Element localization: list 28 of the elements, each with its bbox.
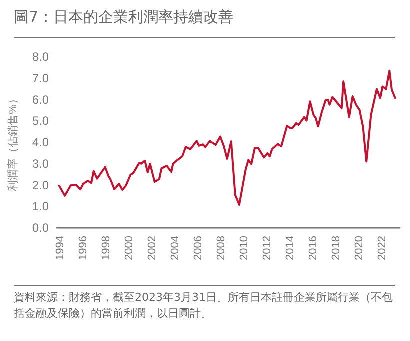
x-tick-label: 2000 bbox=[124, 236, 136, 260]
y-tick-label: 6.0 bbox=[32, 92, 50, 107]
x-tick-label: 2016 bbox=[308, 236, 320, 260]
y-tick-label: 0.0 bbox=[32, 221, 50, 235]
x-tick-label: 2010 bbox=[238, 236, 251, 260]
y-tick-label: 4.0 bbox=[32, 136, 50, 150]
x-tick-label: 1998 bbox=[100, 236, 112, 260]
y-tick-label: 3.0 bbox=[32, 156, 50, 171]
y-tick-label: 2.0 bbox=[32, 178, 50, 192]
x-tick-label: 2012 bbox=[262, 236, 274, 260]
x-tick-label: 2022 bbox=[376, 236, 389, 260]
y-axis-title: 利潤率（佔銷售%） bbox=[6, 94, 20, 192]
x-tick-label: 1996 bbox=[77, 236, 90, 260]
line-series bbox=[58, 70, 396, 206]
source-note: 資料來源：財務省，截至2023年3月31日。所有日本註冊企業所屬行業（不包括金融及保險）的當前利潤，以日圓計。 bbox=[14, 290, 394, 322]
x-tick-label: 2008 bbox=[216, 236, 228, 260]
x-tick-label: 2014 bbox=[284, 236, 297, 260]
x-tick-label: 1994 bbox=[54, 236, 66, 260]
x-tick-label: 2002 bbox=[146, 236, 159, 260]
chart-title: 圖7：日本的企業利潤率持續改善 bbox=[14, 8, 234, 27]
y-tick-label: 5.0 bbox=[32, 114, 50, 128]
y-tick-label: 1.0 bbox=[32, 200, 50, 214]
x-tick-label: 2020 bbox=[354, 236, 366, 260]
x-tick-label: 2018 bbox=[330, 236, 343, 260]
x-tick-label: 2006 bbox=[192, 236, 205, 260]
x-tick-label: 2004 bbox=[170, 236, 182, 260]
y-tick-label: 8.0 bbox=[32, 50, 50, 64]
y-tick-label: 7.0 bbox=[32, 71, 50, 86]
